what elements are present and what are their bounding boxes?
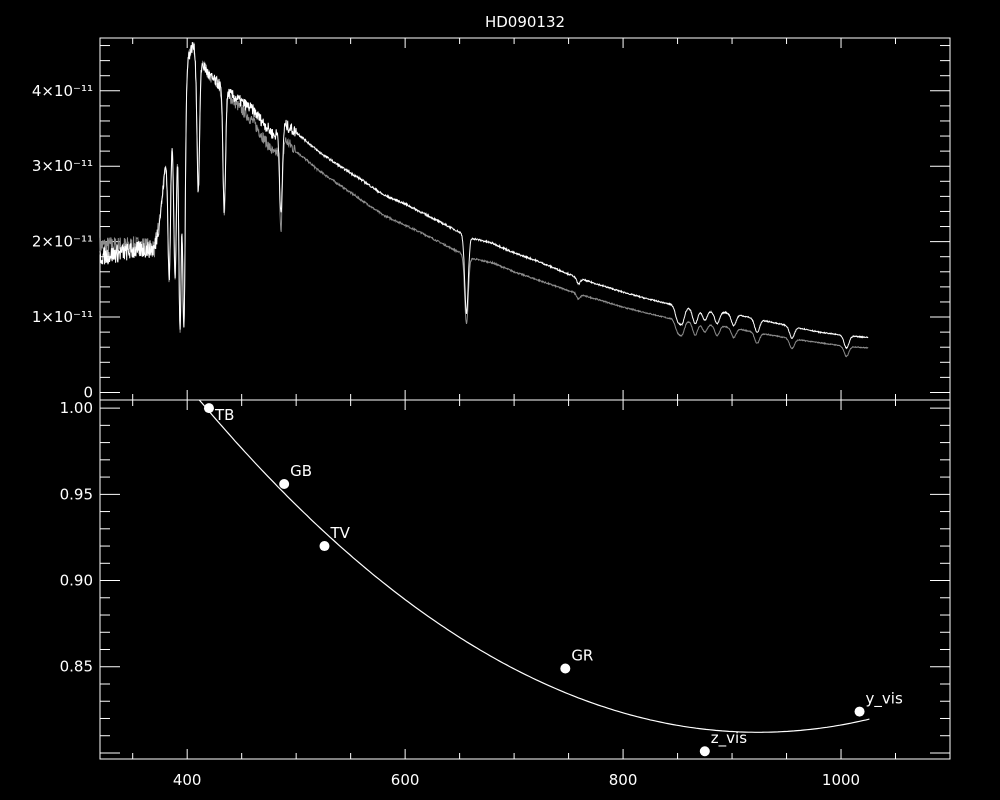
point-label-y_vis: y_vis: [866, 690, 903, 709]
y-tick-label: 0: [83, 383, 93, 401]
x-tick-label: 400: [173, 771, 202, 789]
y-tick-label: 2×10⁻¹¹: [32, 233, 93, 251]
throughput-frame: [99, 399, 951, 760]
spectrum-line-1: [99, 41, 869, 350]
y-tick-label: 3×10⁻¹¹: [32, 157, 93, 175]
data-point-GR: [560, 663, 571, 674]
data-point-TB: [203, 403, 214, 414]
data-point-y_vis: [854, 706, 865, 717]
y-tick-label: 1.00: [60, 399, 93, 417]
spectrum-panel: 0 1×10⁻¹¹ 2×10⁻¹¹ 3×10⁻¹¹ 4×10⁻¹¹: [32, 37, 951, 401]
point-label-GR: GR: [571, 646, 593, 664]
y-tick-label: 0.85: [60, 658, 93, 676]
x-tick-label: 600: [391, 771, 420, 789]
y-tick-label: 0.90: [60, 572, 93, 590]
data-point-z_vis: [699, 746, 710, 757]
fit-curve: [198, 399, 870, 733]
throughput-panel: 400 600 800 1000 0.85 0.90 0.95 1.00 TB GB TV GR z_v…: [60, 399, 951, 789]
point-label-GB: GB: [290, 462, 312, 480]
x-tick-label: 800: [609, 771, 638, 789]
x-tick-label: 1000: [822, 771, 860, 789]
point-label-TV: TV: [329, 524, 350, 542]
chart-title: HD090132: [485, 13, 565, 31]
spectrum-line-2: [99, 42, 869, 358]
point-label-z_vis: z_vis: [711, 729, 747, 748]
y-tick-label: 0.95: [60, 485, 93, 503]
data-point-TV: [319, 541, 330, 552]
y-tick-label: 4×10⁻¹¹: [32, 82, 93, 100]
point-label-TB: TB: [214, 406, 234, 424]
y-tick-label: 1×10⁻¹¹: [32, 308, 93, 326]
data-point-GB: [279, 478, 290, 489]
